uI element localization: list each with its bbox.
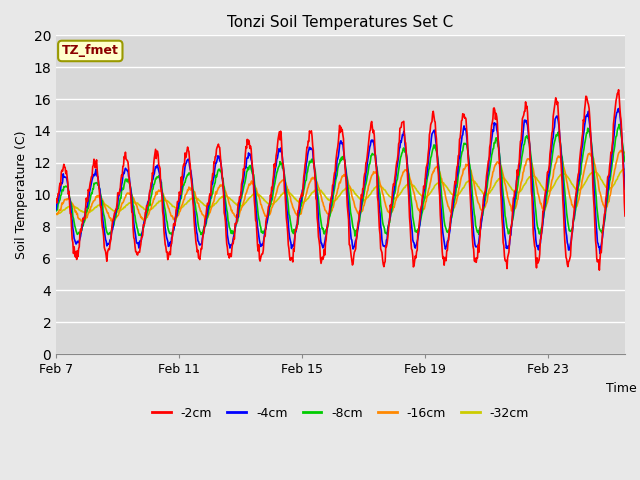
X-axis label: Time: Time — [605, 382, 636, 395]
Title: Tonzi Soil Temperatures Set C: Tonzi Soil Temperatures Set C — [227, 15, 454, 30]
Y-axis label: Soil Temperature (C): Soil Temperature (C) — [15, 131, 28, 259]
Text: TZ_fmet: TZ_fmet — [62, 45, 119, 58]
Legend: -2cm, -4cm, -8cm, -16cm, -32cm: -2cm, -4cm, -8cm, -16cm, -32cm — [147, 402, 534, 425]
